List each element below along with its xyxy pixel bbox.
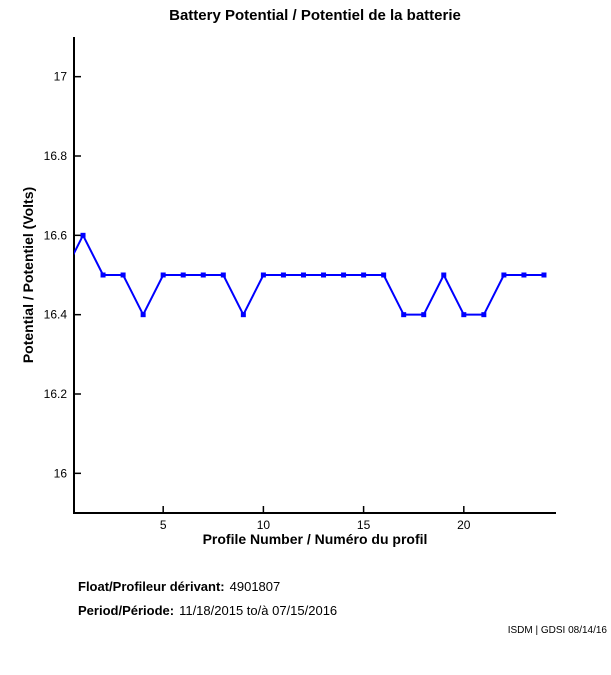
x-tick-label: 20: [457, 518, 471, 532]
data-point-marker: [441, 272, 447, 278]
data-point-marker: [501, 272, 507, 278]
data-point-marker: [100, 272, 106, 278]
watermark-isdm-gdsi: ISDM | GDSI 08/14/16: [507, 625, 607, 636]
data-point-marker: [361, 272, 367, 278]
data-point-marker: [200, 272, 206, 278]
data-series-group: [60, 232, 547, 318]
data-point-marker: [240, 312, 246, 318]
x-tick-label: 5: [160, 518, 167, 532]
y-tick-label: 16.8: [44, 149, 68, 163]
float-id-line: Float/Profileur dérivant: 4901807: [78, 579, 280, 594]
y-tick-label: 16.2: [44, 387, 68, 401]
data-point-marker: [280, 272, 286, 278]
y-tick-label: 17: [54, 70, 68, 84]
x-axis-label: Profile Number / Numéro du profil: [202, 531, 428, 547]
data-point-marker: [461, 312, 467, 318]
data-point-marker: [481, 312, 487, 318]
data-point-marker: [300, 272, 306, 278]
y-tick-label: 16.6: [44, 228, 68, 242]
period-value: 11/18/2015 to/à 07/15/2016: [179, 603, 338, 618]
data-point-marker: [60, 273, 65, 278]
data-point-marker: [381, 272, 387, 278]
period-line: Period/Période: 11/18/2015 to/à 07/15/201…: [78, 603, 337, 618]
data-point-marker: [160, 272, 166, 278]
data-point-marker: [421, 312, 427, 318]
chart-title: Battery Potential / Potentiel de la batt…: [169, 7, 461, 24]
x-tick-label: 10: [257, 518, 271, 532]
data-point-marker: [140, 312, 146, 318]
data-point-marker: [220, 272, 226, 278]
data-point-marker: [180, 272, 186, 278]
data-point-marker: [521, 272, 527, 278]
data-point-marker: [80, 232, 86, 238]
y-tick-label: 16.4: [44, 308, 68, 322]
float-id-label: Float/Profileur dérivant:: [78, 579, 225, 594]
data-point-marker: [260, 272, 266, 278]
period-label: Period/Période:: [78, 603, 175, 618]
float-id-value: 4901807: [229, 579, 281, 594]
data-point-marker: [341, 272, 347, 278]
data-point-marker: [401, 312, 407, 318]
y-tick-label: 16: [54, 466, 68, 480]
data-point-marker: [120, 272, 126, 278]
data-point-marker: [541, 272, 547, 278]
x-tick-label: 15: [357, 518, 371, 532]
data-point-marker: [321, 272, 327, 278]
